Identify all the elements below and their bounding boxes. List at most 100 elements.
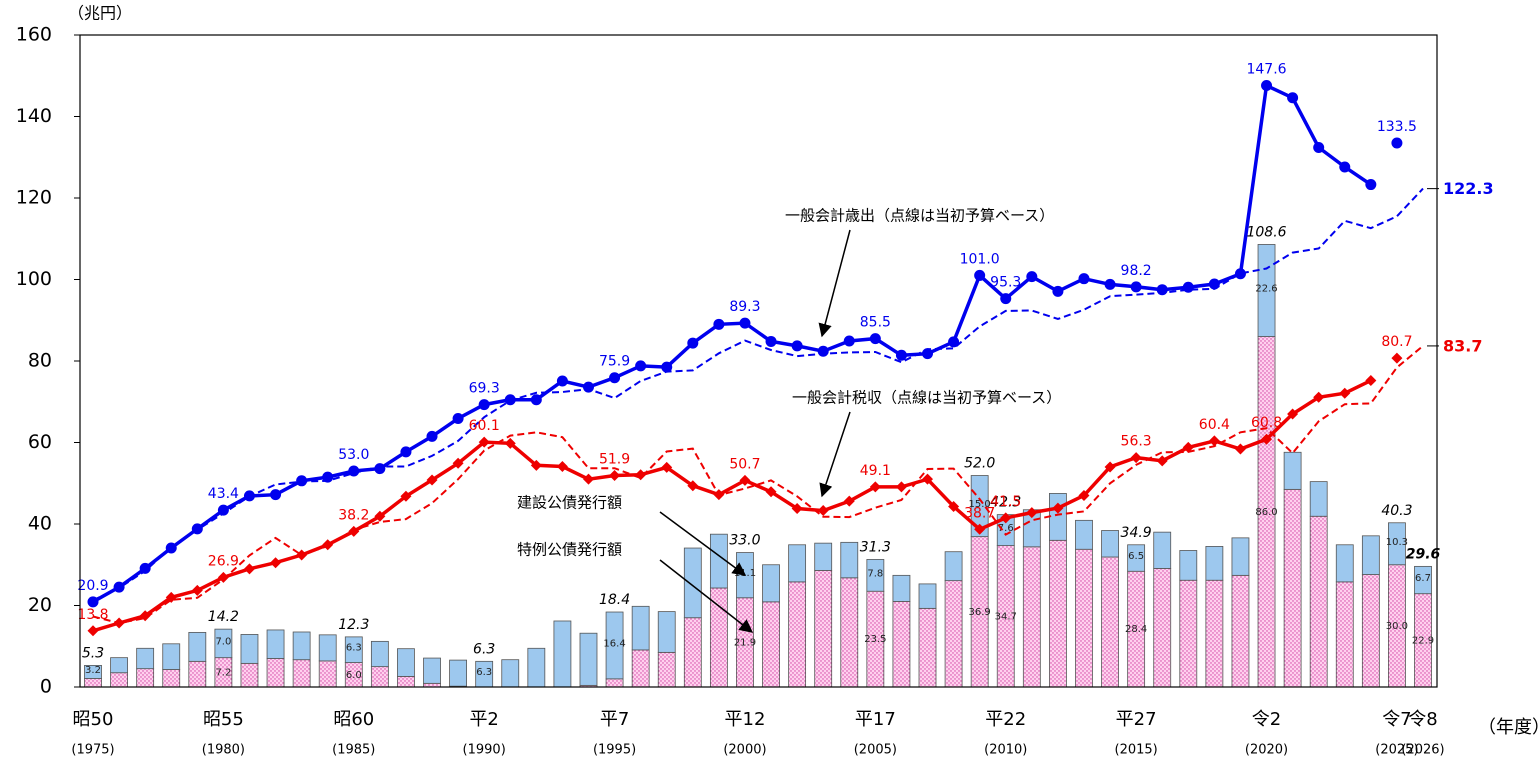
value-label: 38.2 <box>338 507 369 523</box>
bar-segment <box>1361 535 1380 575</box>
point <box>1234 268 1246 280</box>
bar-segment <box>292 631 311 661</box>
bar-segment <box>1414 565 1432 595</box>
end-label: 83.7 <box>1443 336 1482 355</box>
segment-label: 86.0 <box>1255 507 1277 518</box>
bar-segment <box>866 559 885 592</box>
bar-segment <box>605 611 624 680</box>
bar-segment <box>814 570 833 688</box>
y-tick-label: 60 <box>28 431 52 453</box>
point <box>739 317 751 329</box>
point <box>191 523 203 535</box>
bar-total-label: 42.3 <box>990 495 1021 511</box>
bar-segment <box>1049 493 1067 541</box>
x-tick-year: (2005) <box>854 743 897 758</box>
bar-total-label: 14.2 <box>208 609 239 625</box>
bar-segment <box>1283 451 1302 490</box>
bar-segment <box>266 629 285 659</box>
point <box>426 474 438 486</box>
segment-label: 7.6 <box>998 523 1014 534</box>
point <box>869 333 881 345</box>
segment-label: 22.6 <box>1255 284 1277 295</box>
point <box>1130 452 1142 464</box>
point <box>400 490 412 502</box>
point <box>582 381 594 393</box>
x-tick-label: 平27 <box>1116 709 1157 730</box>
line <box>92 379 1372 633</box>
point <box>1391 137 1403 149</box>
value-label: 133.5 <box>1377 119 1417 135</box>
point <box>1078 489 1090 501</box>
point <box>322 471 334 483</box>
x-tick-year: (2026) <box>1401 743 1444 758</box>
point <box>348 525 360 537</box>
segment-label: 6.0 <box>346 670 362 681</box>
point <box>165 591 177 603</box>
value-label: 60.1 <box>469 418 500 434</box>
bar-segment <box>631 605 650 651</box>
point <box>948 500 960 512</box>
bar-segment <box>397 648 415 677</box>
segment-label: 30.0 <box>1386 621 1408 632</box>
bar-segment <box>579 632 598 686</box>
bar-segment <box>709 587 728 688</box>
x-tick-year: (1975) <box>71 743 114 758</box>
bar-segment <box>1283 488 1302 688</box>
value-label: 51.9 <box>599 452 630 468</box>
value-label: 98.2 <box>1121 263 1152 279</box>
annotation: 建設公債発行額 <box>517 494 622 512</box>
x-tick-label: 平2 <box>469 709 498 730</box>
bar-segment <box>1205 546 1224 581</box>
segment-label: 28.4 <box>1125 624 1147 635</box>
point <box>739 474 751 486</box>
y-tick-label: 100 <box>16 268 52 290</box>
segment-label: 3.2 <box>85 665 101 676</box>
bar-segment <box>501 659 520 688</box>
bar-segment <box>188 660 207 688</box>
value-label: 41.5 <box>990 494 1021 510</box>
bar-segment <box>683 617 702 688</box>
point <box>1261 433 1273 445</box>
point <box>1130 281 1142 293</box>
bar-segment <box>1205 579 1224 688</box>
point <box>817 345 829 357</box>
y-tick-label: 120 <box>16 187 52 209</box>
value-label: 89.3 <box>729 299 760 315</box>
bar-segment <box>1101 530 1119 558</box>
annotation-arrow <box>818 229 851 338</box>
point <box>765 486 777 498</box>
bar-total-label: 34.9 <box>1121 525 1152 541</box>
point <box>478 399 490 411</box>
value-label: 75.9 <box>599 354 630 370</box>
point <box>139 610 151 622</box>
value-label: 80.7 <box>1381 334 1412 350</box>
value-label: 95.3 <box>990 275 1021 291</box>
bar-segment <box>788 581 807 688</box>
point <box>165 542 177 554</box>
point <box>1104 278 1116 290</box>
point <box>113 581 125 593</box>
point <box>1287 408 1299 420</box>
point <box>374 463 386 475</box>
bar-segment <box>1179 579 1198 688</box>
bar-segment <box>762 601 780 688</box>
bar-segment <box>944 551 963 582</box>
bar-segment <box>370 666 389 688</box>
point <box>1313 391 1325 403</box>
bar-segment <box>1361 574 1380 688</box>
bar-segment <box>188 631 207 662</box>
bar-segment <box>840 577 859 688</box>
bar-segment <box>136 668 155 688</box>
value-label: 56.3 <box>1121 434 1152 450</box>
x-tick-label: 平12 <box>725 709 766 730</box>
x-tick-year: (2025) <box>1375 743 1418 758</box>
bar-total-label: 108.6 <box>1246 224 1286 240</box>
value-label: 38.7 <box>964 505 995 521</box>
segment-label: 7.0 <box>215 636 231 647</box>
point <box>713 489 725 501</box>
point <box>1052 285 1064 297</box>
x-tick-year: (2010) <box>984 743 1027 758</box>
bar-segment <box>1022 546 1041 688</box>
bar-segment <box>631 649 650 688</box>
point <box>635 469 647 481</box>
